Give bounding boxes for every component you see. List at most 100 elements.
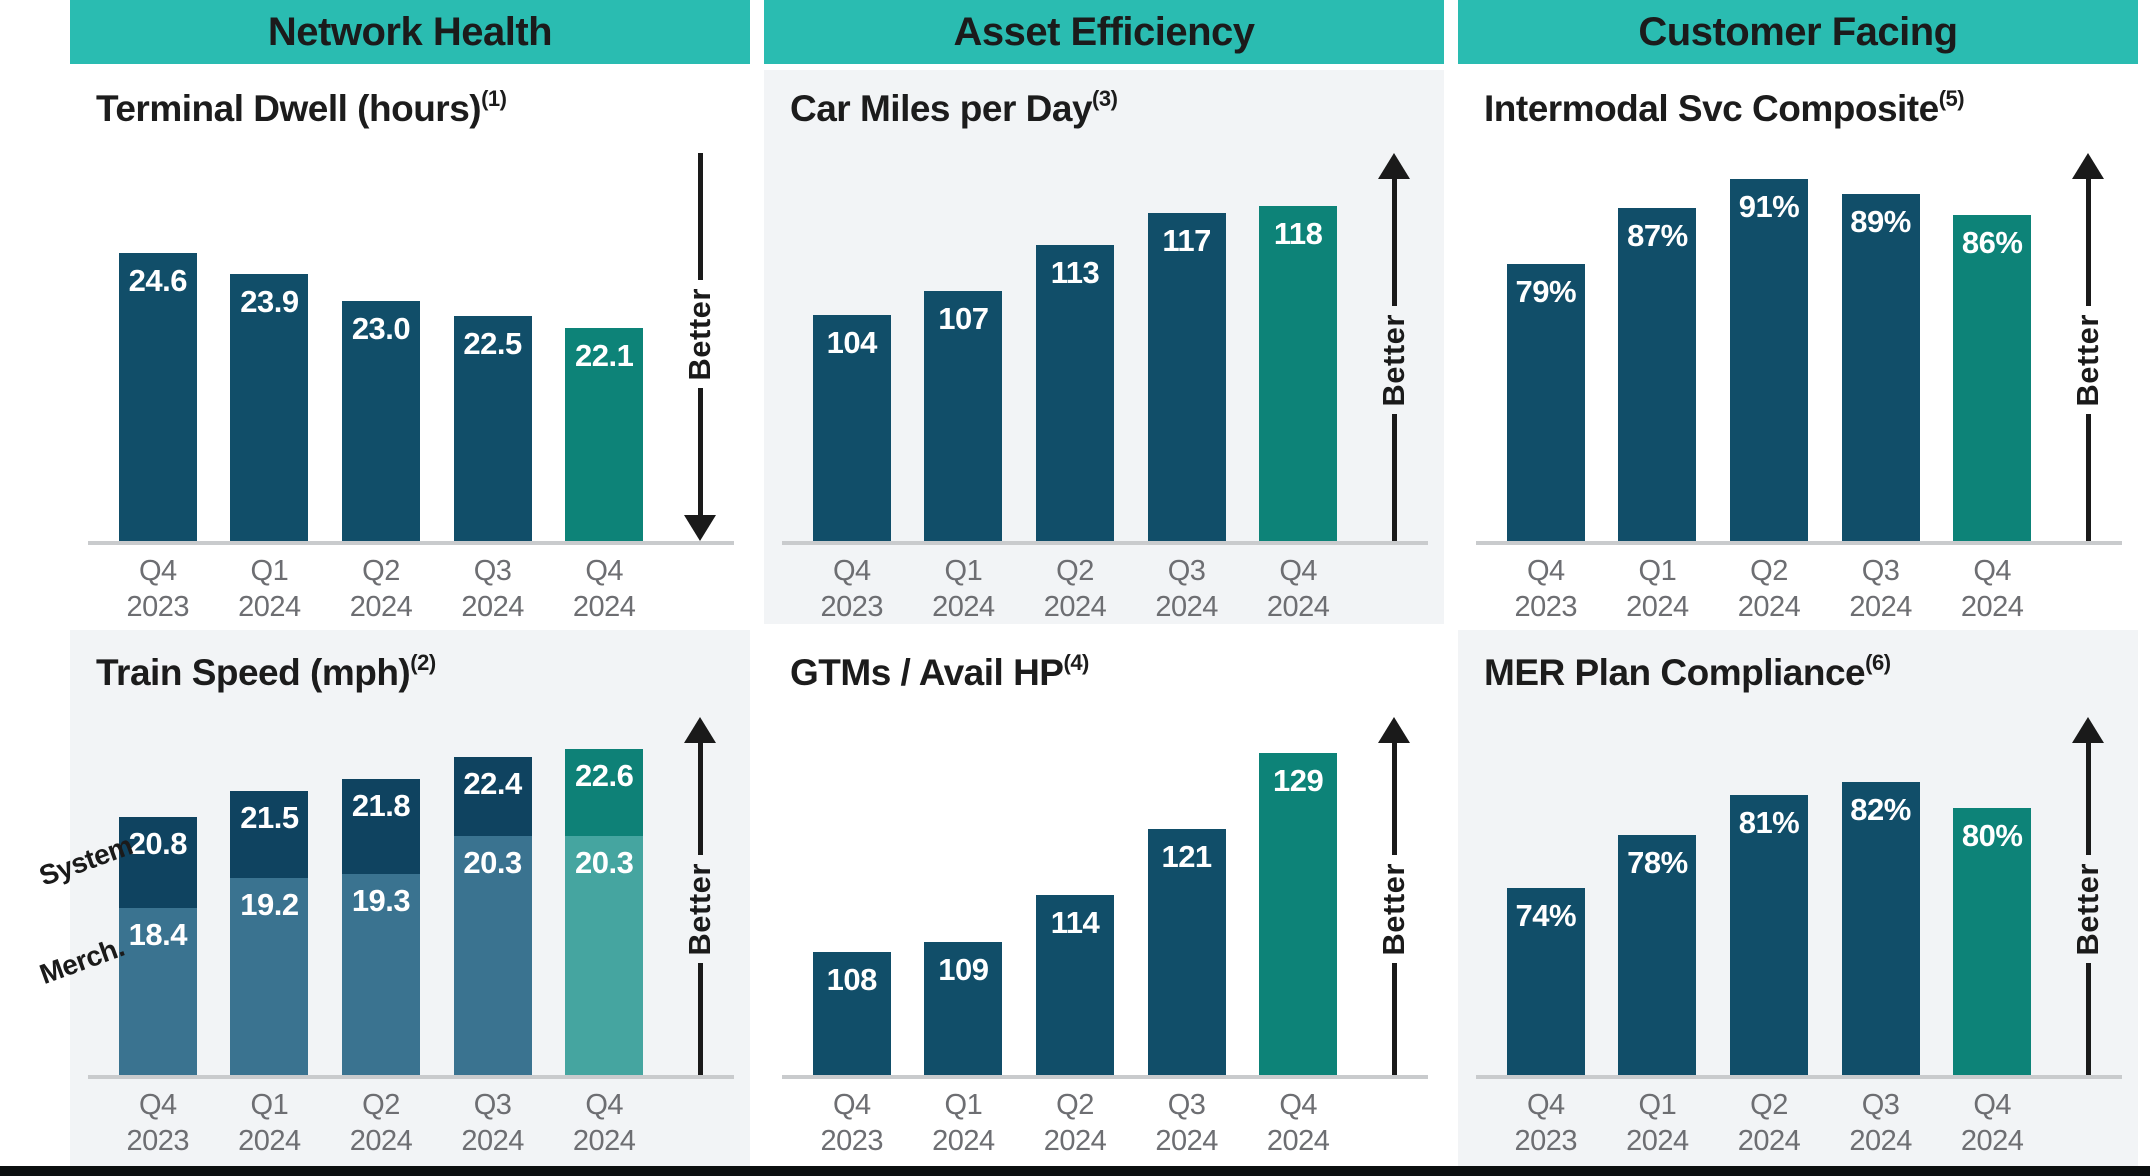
- x-axis-labels: Q4 2023 Q1 2024 Q2 2024 Q3 2024 Q4 2024: [86, 1087, 736, 1159]
- chart-title: Intermodal Svc Composite(5): [1484, 86, 2124, 137]
- chart-title-text: Car Miles per Day: [790, 88, 1093, 129]
- chart-title-footnote: (3): [1092, 86, 1118, 111]
- bar-value-label: 22.1: [575, 338, 634, 373]
- x-label-q2-2024: Q2 2024: [1043, 555, 1107, 623]
- bar-q4-2024: 86%: [1953, 214, 2032, 541]
- better-arrow-up: Better: [2070, 717, 2106, 1075]
- bar-slot: 23.0: [325, 151, 437, 541]
- segment-system: 21.5: [230, 790, 309, 878]
- better-arrow-down: Better: [682, 153, 718, 541]
- x-axis-labels: Q4 2023 Q1 2024 Q2 2024 Q3 2024 Q4 2024: [1474, 1087, 2124, 1159]
- bar-q2-2024: 21.8 19.3: [341, 779, 420, 1075]
- bar-q4-2024: 118: [1259, 205, 1338, 541]
- chart-gtms-avail-hp: GTMs / Avail HP(4) 108 109 114 121 129 Bette…: [764, 630, 1444, 1166]
- x-axis-labels: Q4 2023 Q1 2024 Q2 2024 Q3 2024 Q4 2024: [86, 553, 736, 625]
- chart-intermodal-svc-composite: Intermodal Svc Composite(5) 79% 87% 91% 89%…: [1458, 70, 2138, 624]
- plot-area: 108 109 114 121 129 Better: [780, 715, 1430, 1079]
- bar-value-label: 129: [1273, 762, 1324, 798]
- segment-system: 20.8: [118, 817, 197, 909]
- x-axis-baseline: [1476, 541, 2122, 545]
- x-label-q4-2024: Q4 2024: [1266, 1089, 1330, 1157]
- chart-title-text: Train Speed (mph): [96, 652, 411, 693]
- bar-slot: 118: [1242, 151, 1354, 541]
- bar-q1-2024: 107: [924, 291, 1003, 541]
- bar-value-label: 79%: [1515, 274, 1577, 310]
- chart-title: MER Plan Compliance(6): [1484, 650, 2124, 701]
- better-arrow-up: Better: [2070, 153, 2106, 541]
- bar-value-label: 20.3: [575, 845, 634, 881]
- x-label-q4-2023: Q4 2023: [820, 1089, 884, 1157]
- bar-q4-2023: 24.6: [118, 253, 197, 541]
- x-axis-baseline: [1476, 1075, 2122, 1079]
- segment-system: 21.8: [341, 779, 420, 875]
- x-label-q2-2024: Q2 2024: [349, 1089, 413, 1157]
- better-arrow-up: Better: [1376, 717, 1412, 1075]
- bar-value-label: 24.6: [128, 263, 188, 298]
- plot-area: 104 107 113 117 118 Better: [780, 151, 1430, 545]
- bar-q4-2024: 129: [1259, 752, 1338, 1075]
- bar-slot: 104: [796, 151, 908, 541]
- bar-slot: 82%: [1825, 715, 1937, 1075]
- bar-value-label: 121: [1161, 838, 1212, 874]
- bar-q2-2024: 114: [1035, 895, 1114, 1075]
- chart-title-footnote: (2): [410, 650, 436, 675]
- bars: 79% 87% 91% 89% 86%: [1490, 151, 2048, 541]
- segment-merch: 20.3: [565, 836, 644, 1075]
- arrow-line: [2085, 743, 2091, 855]
- bar-value-label: 22.5: [463, 326, 522, 361]
- bar-q3-2024: 22.5: [453, 316, 532, 541]
- bar-slot: 86%: [1936, 151, 2048, 541]
- chart-title-text: GTMs / Avail HP: [790, 652, 1064, 693]
- x-label-q4-2023: Q4 2023: [126, 555, 190, 623]
- bar-value-label: 18.4: [128, 917, 188, 953]
- bar-value-label: 74%: [1515, 898, 1577, 934]
- bar-q4-2023: 104: [812, 314, 891, 541]
- x-label-q4-2024: Q4 2024: [572, 555, 636, 623]
- plot-area: 24.6 23.9 23.0 22.5 22.1 Better: [86, 151, 736, 545]
- bar-value-label: 19.3: [351, 883, 411, 919]
- arrowhead-icon: [2072, 717, 2104, 743]
- bar-q4-2024: 22.1: [565, 328, 644, 541]
- x-label-q3-2024: Q3 2024: [461, 555, 524, 623]
- bar-value-label: 87%: [1627, 217, 1688, 253]
- bars: 108 109 114 121 129: [796, 715, 1354, 1075]
- bar-slot: 114: [1019, 715, 1131, 1075]
- bar-q2-2024: 81%: [1729, 795, 1808, 1075]
- x-axis-labels: Q4 2023 Q1 2024 Q2 2024 Q3 2024 Q4 2024: [780, 553, 1430, 625]
- better-label: Better: [2070, 313, 2105, 407]
- chart-title-text: Terminal Dwell (hours): [96, 88, 482, 129]
- bar-q3-2024: 89%: [1841, 193, 1920, 541]
- x-label-q4-2023: Q4 2023: [820, 555, 884, 623]
- bar-slot: 78%: [1602, 715, 1714, 1075]
- x-label-q4-2023: Q4 2023: [1514, 1089, 1578, 1157]
- bar-q4-2024: 80%: [1953, 808, 2032, 1075]
- better-arrow-up: Better: [682, 717, 718, 1075]
- bar-slot: 117: [1131, 151, 1243, 541]
- x-label-q2-2024: Q2 2024: [1737, 555, 1801, 623]
- bar-value-label: 107: [938, 301, 989, 337]
- bar-slot: 81%: [1713, 715, 1825, 1075]
- bar-q1-2024: 21.5 19.2: [230, 790, 309, 1075]
- x-axis-labels: Q4 2023 Q1 2024 Q2 2024 Q3 2024 Q4 2024: [780, 1087, 1430, 1159]
- column-customer-facing: Customer Facing Intermodal Svc Composite…: [1458, 0, 2138, 1166]
- arrow-line: [697, 388, 703, 515]
- x-label-q4-2023: Q4 2023: [1514, 555, 1578, 623]
- bar-slot: 113: [1019, 151, 1131, 541]
- x-label-q4-2024: Q4 2024: [1960, 555, 2024, 623]
- arrowhead-icon: [684, 515, 716, 541]
- bar-slot: 91%: [1713, 151, 1825, 541]
- bar-q3-2024: 117: [1147, 213, 1226, 541]
- chart-car-miles-per-day: Car Miles per Day(3) 104 107 113 117 118 Bet…: [764, 70, 1444, 624]
- segment-merch: 18.4: [118, 908, 197, 1075]
- arrow-line: [1391, 414, 1397, 541]
- better-label: Better: [1376, 862, 1411, 956]
- bar-value-label: 82%: [1850, 791, 1911, 827]
- chart-title-footnote: (6): [1865, 650, 1891, 675]
- bar-slot: 24.6: [102, 151, 214, 541]
- bars: 104 107 113 117 118: [796, 151, 1354, 541]
- chart-title-text: MER Plan Compliance: [1484, 652, 1866, 693]
- arrow-line: [1391, 963, 1397, 1075]
- bar-q4-2024: 22.6 20.3: [565, 749, 644, 1075]
- segment-system: 22.6: [565, 749, 644, 837]
